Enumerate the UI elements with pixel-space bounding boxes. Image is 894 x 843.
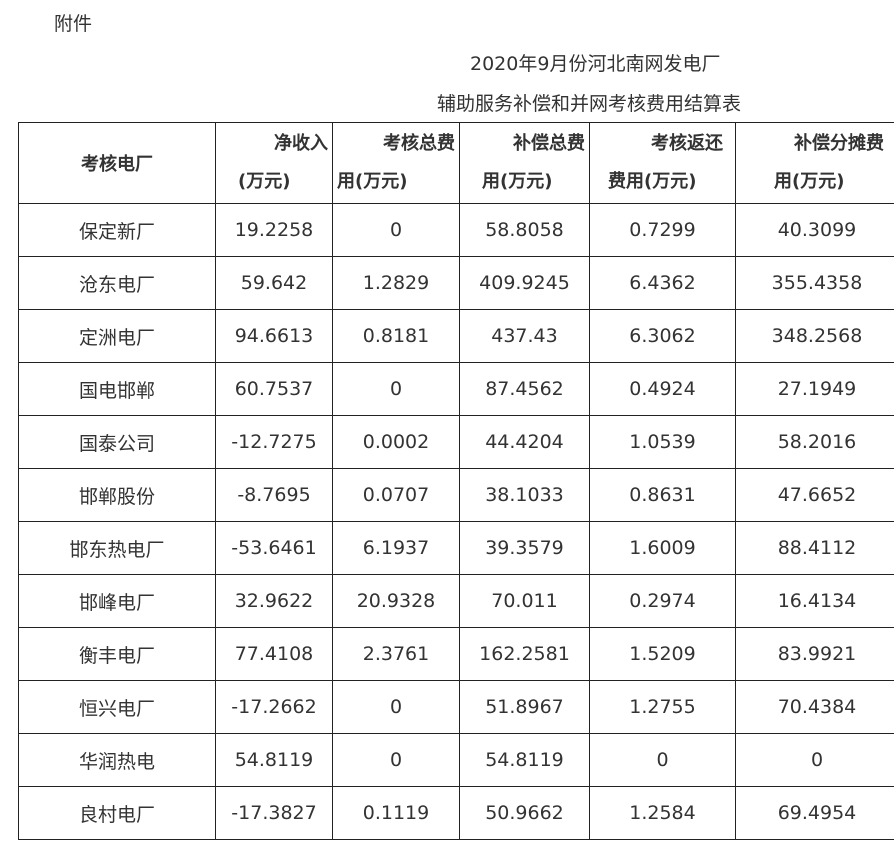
value-cell: 54.8119 — [215, 733, 333, 787]
plant-name-cell: 华润热电 — [18, 733, 216, 787]
plant-name-cell: 邯东热电厂 — [18, 521, 216, 575]
table-row: 良村电厂 -17.3827 0.1119 50.9662 1.2584 69.4954 — [18, 786, 894, 840]
table-row: 沧东电厂 59.642 1.2829 409.9245 6.4362 355.4358 — [18, 256, 894, 310]
table-row: 保定新厂 19.2258 0 58.8058 0.7299 40.3099 — [18, 203, 894, 257]
value-cell: 162.2581 — [459, 627, 590, 681]
value-cell: 0.2974 — [589, 574, 736, 628]
value-cell: 2.3761 — [332, 627, 460, 681]
plant-name-cell: 国泰公司 — [18, 415, 216, 469]
plant-name-cell: 沧东电厂 — [18, 256, 216, 310]
value-cell: 27.1949 — [735, 362, 894, 416]
plant-name-cell: 邯郸股份 — [18, 468, 216, 522]
value-cell: 0.8181 — [332, 309, 460, 363]
table-row: 国泰公司 -12.7275 0.0002 44.4204 1.0539 58.2016 — [18, 415, 894, 469]
value-cell: 0.0002 — [332, 415, 460, 469]
value-cell: -17.3827 — [215, 786, 333, 840]
table-row: 衡丰电厂 77.4108 2.3761 162.2581 1.5209 83.9921 — [18, 627, 894, 681]
column-header: 补偿分摊费 用(万元) — [735, 122, 894, 204]
value-cell: 0.8631 — [589, 468, 736, 522]
table-row: 邯峰电厂 32.9622 20.9328 70.011 0.2974 16.4134 — [18, 574, 894, 628]
value-cell: 50.9662 — [459, 786, 590, 840]
table-row: 恒兴电厂 -17.2662 0 51.8967 1.2755 70.4384 — [18, 680, 894, 734]
value-cell: 437.43 — [459, 309, 590, 363]
value-cell: 1.5209 — [589, 627, 736, 681]
value-cell: 1.0539 — [589, 415, 736, 469]
value-cell: 20.9328 — [332, 574, 460, 628]
value-cell: 6.4362 — [589, 256, 736, 310]
value-cell: 1.2829 — [332, 256, 460, 310]
value-cell: 70.011 — [459, 574, 590, 628]
value-cell: 87.4562 — [459, 362, 590, 416]
value-cell: 409.9245 — [459, 256, 590, 310]
value-cell: 77.4108 — [215, 627, 333, 681]
table-header-row: 考核电厂 净收入 (万元) 考核总费 用(万元) 补偿总费 用(万元) 考核返还 费用(… — [18, 122, 894, 204]
value-cell: 38.1033 — [459, 468, 590, 522]
column-header: 考核电厂 — [18, 122, 216, 204]
value-cell: 1.6009 — [589, 521, 736, 575]
value-cell: 70.4384 — [735, 680, 894, 734]
document-subtitle: 辅助服务补偿和并网考核费用结算表 — [437, 93, 742, 115]
table-row: 国电邯郸 60.7537 0 87.4562 0.4924 27.1949 — [18, 362, 894, 416]
value-cell: 39.3579 — [459, 521, 590, 575]
column-header: 考核总费 用(万元) — [332, 122, 460, 204]
value-cell: 69.4954 — [735, 786, 894, 840]
value-cell: 0.0707 — [332, 468, 460, 522]
value-cell: 32.9622 — [215, 574, 333, 628]
value-cell: 0 — [332, 203, 460, 257]
value-cell: 355.4358 — [735, 256, 894, 310]
attachment-label: 附件 — [54, 13, 93, 35]
plant-name-cell: 良村电厂 — [18, 786, 216, 840]
value-cell: 44.4204 — [459, 415, 590, 469]
table-row: 定洲电厂 94.6613 0.8181 437.43 6.3062 348.2568 — [18, 309, 894, 363]
value-cell: 58.2016 — [735, 415, 894, 469]
value-cell: -8.7695 — [215, 468, 333, 522]
table-row: 华润热电 54.8119 0 54.8119 0 0 — [18, 733, 894, 787]
column-header: 净收入 (万元) — [215, 122, 333, 204]
value-cell: 0.1119 — [332, 786, 460, 840]
value-cell: 6.3062 — [589, 309, 736, 363]
plant-name-cell: 衡丰电厂 — [18, 627, 216, 681]
value-cell: 88.4112 — [735, 521, 894, 575]
value-cell: 0.4924 — [589, 362, 736, 416]
value-cell: -12.7275 — [215, 415, 333, 469]
value-cell: 19.2258 — [215, 203, 333, 257]
value-cell: 6.1937 — [332, 521, 460, 575]
value-cell: 54.8119 — [459, 733, 590, 787]
value-cell: 0 — [332, 680, 460, 734]
plant-name-cell: 保定新厂 — [18, 203, 216, 257]
value-cell: 1.2755 — [589, 680, 736, 734]
column-header: 考核返还 费用(万元) — [589, 122, 736, 204]
table-row: 邯东热电厂 -53.6461 6.1937 39.3579 1.6009 88.4112 — [18, 521, 894, 575]
settlement-table: 考核电厂 净收入 (万元) 考核总费 用(万元) 补偿总费 用(万元) 考核返还 费用(… — [18, 122, 894, 840]
value-cell: 0 — [735, 733, 894, 787]
value-cell: 83.9921 — [735, 627, 894, 681]
value-cell: 58.8058 — [459, 203, 590, 257]
plant-name-cell: 国电邯郸 — [18, 362, 216, 416]
plant-name-cell: 恒兴电厂 — [18, 680, 216, 734]
value-cell: 60.7537 — [215, 362, 333, 416]
value-cell: 0 — [332, 733, 460, 787]
document-title: 2020年9月份河北南网发电厂 — [470, 53, 721, 75]
value-cell: 0.7299 — [589, 203, 736, 257]
value-cell: 51.8967 — [459, 680, 590, 734]
value-cell: -53.6461 — [215, 521, 333, 575]
value-cell: 0 — [589, 733, 736, 787]
value-cell: 40.3099 — [735, 203, 894, 257]
column-header: 补偿总费 用(万元) — [459, 122, 590, 204]
plant-name-cell: 邯峰电厂 — [18, 574, 216, 628]
value-cell: -17.2662 — [215, 680, 333, 734]
value-cell: 0 — [332, 362, 460, 416]
value-cell: 1.2584 — [589, 786, 736, 840]
table-row: 邯郸股份 -8.7695 0.0707 38.1033 0.8631 47.6652 — [18, 468, 894, 522]
value-cell: 47.6652 — [735, 468, 894, 522]
value-cell: 94.6613 — [215, 309, 333, 363]
value-cell: 59.642 — [215, 256, 333, 310]
plant-name-cell: 定洲电厂 — [18, 309, 216, 363]
value-cell: 16.4134 — [735, 574, 894, 628]
value-cell: 348.2568 — [735, 309, 894, 363]
